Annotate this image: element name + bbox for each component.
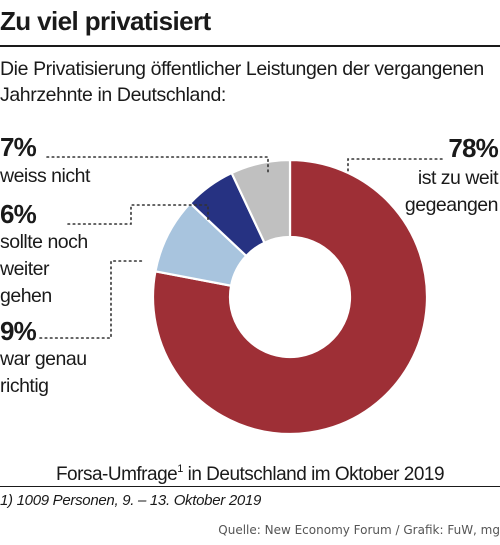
title-divider — [0, 45, 500, 47]
leader-line-war-genau-richtig — [39, 260, 143, 339]
label-war-genau-richtig: war genau richtig — [0, 348, 87, 397]
pct-label-weiss-nicht: 7% — [0, 132, 37, 162]
leader-line-sollte-noch-weiter — [67, 204, 209, 225]
chart-caption: Forsa-Umfrage1 in Deutschland im Oktober… — [0, 456, 500, 488]
leader-line-weiss-nicht — [46, 156, 269, 175]
caption-text: Forsa-Umfrage — [55, 464, 178, 485]
label-sollte-noch-weiter: sollte noch weiter gehen — [0, 231, 88, 307]
caption-text-rest: in Deutschland im Oktober 2019 — [182, 464, 445, 485]
pct-label-sollte-noch-weiter: 6% — [0, 199, 37, 229]
caption-footnote-mark: 1 — [177, 463, 183, 475]
leader-line-zu-weit — [347, 158, 443, 175]
label-weiss-nicht: weiss nicht — [0, 165, 90, 187]
chart-subtitle: Die Privatisierung öffentlicher Leistung… — [0, 58, 484, 106]
pct-label-zu-weit: 78% — [448, 133, 498, 163]
footer-divider — [0, 486, 500, 487]
slice-zu-weit — [151, 158, 429, 436]
label-zu-weit: ist zu weit gegeangen — [404, 167, 499, 216]
source-credit: Quelle: New Economy Forum / Grafik: FuW,… — [218, 523, 500, 537]
slice-weiss-nicht — [230, 158, 292, 245]
footnote: 1) 1009 Personen, 9. – 13. Oktober 2019 — [0, 492, 261, 509]
chart-title: Zu viel privatisiert — [0, 6, 211, 36]
pct-label-war-genau-richtig: 9% — [0, 316, 37, 346]
